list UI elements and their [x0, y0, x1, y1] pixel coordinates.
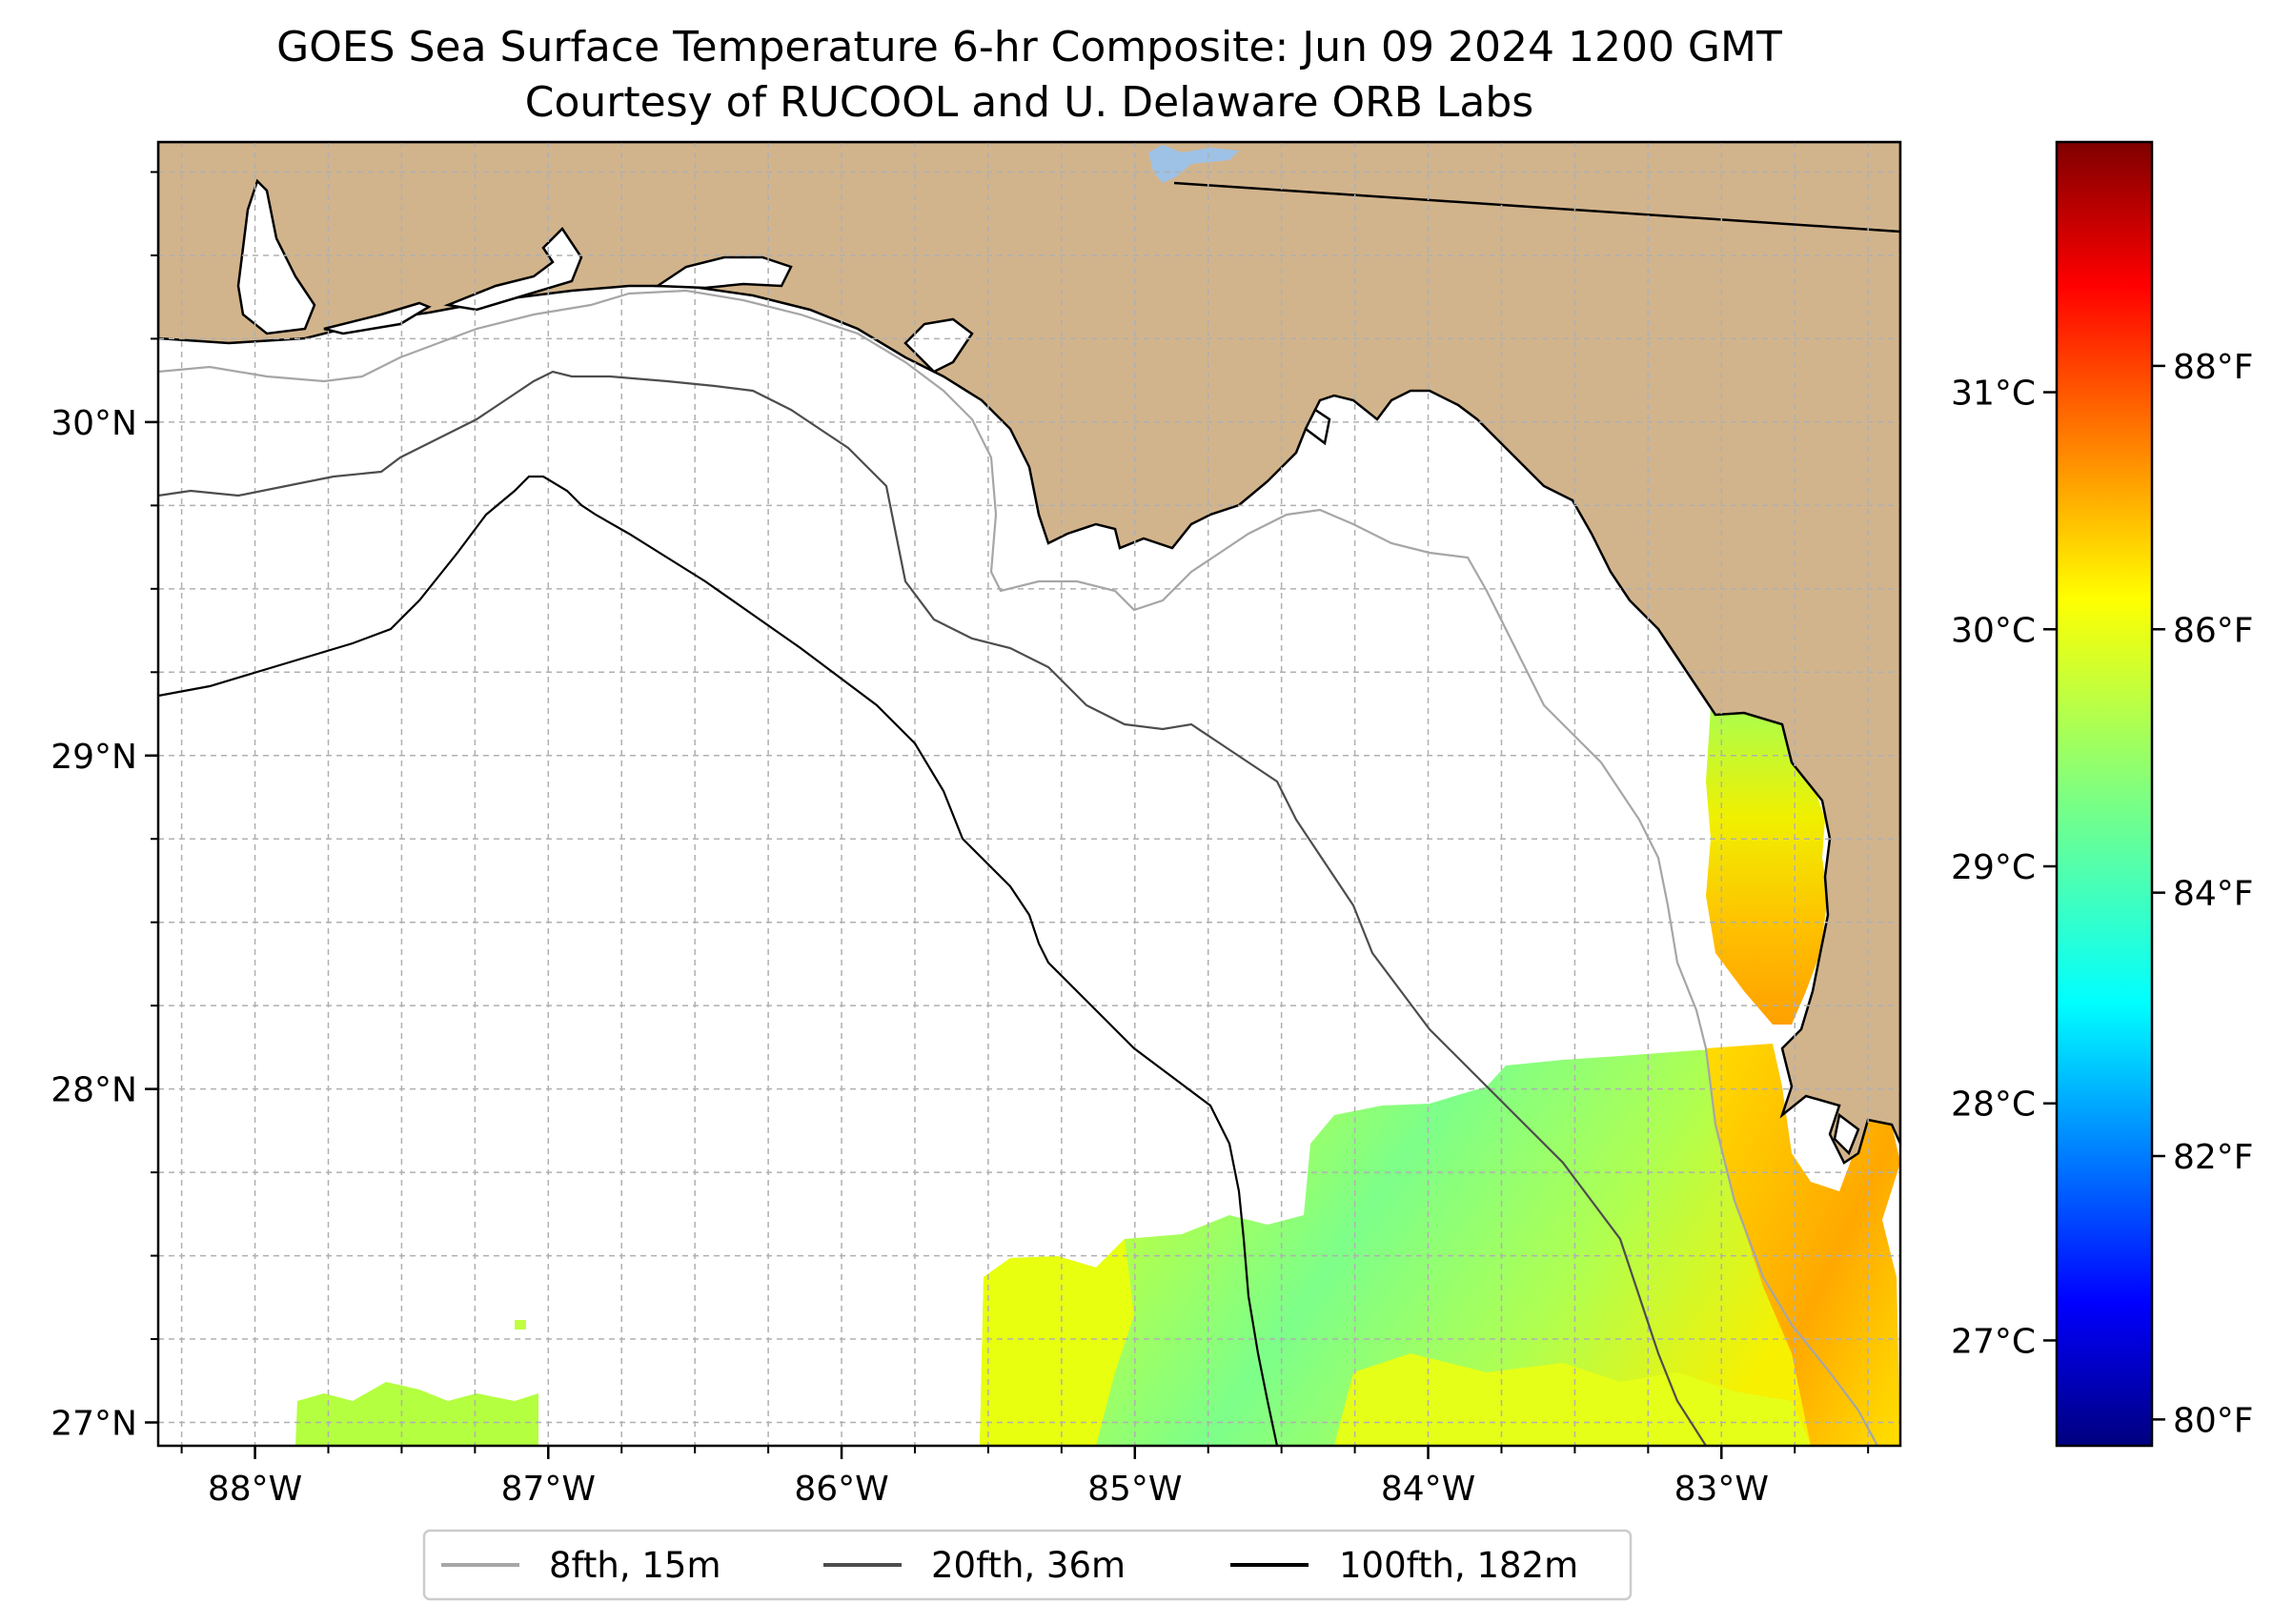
lat-tick-label: 29°N: [51, 738, 137, 777]
colorbar-fahrenheit-axis: 80°F 82°F 84°F 86°F 88°F: [2152, 348, 2254, 1440]
contour-20fth: [158, 370, 1707, 1446]
celsius-tick-label: 31°C: [1951, 375, 2036, 414]
colorbar-gradient: [2055, 140, 2154, 1448]
fahrenheit-tick-label: 88°F: [2173, 348, 2254, 387]
contour-100fth: [158, 475, 1279, 1446]
lat-tick-label: 27°N: [51, 1405, 137, 1444]
sst-patch-far-west: [295, 1382, 538, 1446]
map-subtitle: Courtesy of RUCOOL and U. Delaware ORB L…: [524, 78, 1534, 127]
lat-tick-label: 30°N: [51, 404, 137, 443]
lon-tick-label: 83°W: [1674, 1470, 1769, 1509]
lon-tick-label: 88°W: [208, 1470, 302, 1509]
contour-8fth: [158, 289, 1878, 1446]
fahrenheit-tick-label: 86°F: [2173, 611, 2254, 650]
longitude-axis: 88°W 87°W 86°W 85°W 84°W 83°W: [180, 1446, 1870, 1509]
map-frame: [156, 140, 1902, 1448]
gridlines: [158, 142, 1900, 1446]
map-title: GOES Sea Surface Temperature 6-hr Compos…: [276, 23, 1782, 71]
celsius-tick-label: 30°C: [1951, 611, 2036, 650]
contour-legend: 8fth, 15m 20fth, 36m 100fth, 182m: [422, 1529, 1633, 1601]
fahrenheit-tick-label: 80°F: [2173, 1401, 2254, 1440]
sst-data-layer: [295, 705, 1900, 1446]
lake: [1148, 145, 1239, 183]
land-area: [158, 142, 1900, 1165]
sst-patch-big-bend: [1706, 705, 1828, 1025]
legend-label-100fth: 100fth, 182m: [1339, 1545, 1578, 1586]
legend-label-20fth: 20fth, 36m: [931, 1545, 1126, 1586]
celsius-tick-label: 27°C: [1951, 1322, 2036, 1361]
fahrenheit-tick-label: 82°F: [2173, 1138, 2254, 1177]
celsius-tick-label: 29°C: [1951, 848, 2036, 887]
contours: [158, 289, 1878, 1446]
sst-patch-west-edge: [980, 1239, 1134, 1446]
legend-label-8fth: 8fth, 15m: [549, 1545, 721, 1586]
sst-patch-tampa: [1706, 1044, 1900, 1446]
celsius-tick-label: 28°C: [1951, 1086, 2036, 1125]
fahrenheit-tick-label: 84°F: [2173, 875, 2254, 914]
lon-tick-label: 85°W: [1087, 1470, 1182, 1509]
colorbar: 27°C 28°C 29°C 30°C 31°C 80°F 82°F 84°F 86°F 88°…: [1951, 140, 2254, 1448]
map-panel: [158, 142, 1900, 1446]
colorbar-celsius-axis: 27°C 28°C 29°C 30°C 31°C: [1951, 375, 2057, 1361]
latitude-axis: 30°N 29°N 28°N 27°N: [51, 171, 158, 1444]
state-boundary: [1173, 181, 1900, 233]
sst-speck: [515, 1320, 526, 1330]
lon-tick-label: 86°W: [794, 1470, 888, 1509]
lat-tick-label: 28°N: [51, 1071, 137, 1110]
lon-tick-label: 84°W: [1381, 1470, 1475, 1509]
lon-tick-label: 87°W: [501, 1470, 596, 1509]
legend-box: [422, 1529, 1633, 1601]
sst-patch-offshore: [980, 1048, 1900, 1446]
